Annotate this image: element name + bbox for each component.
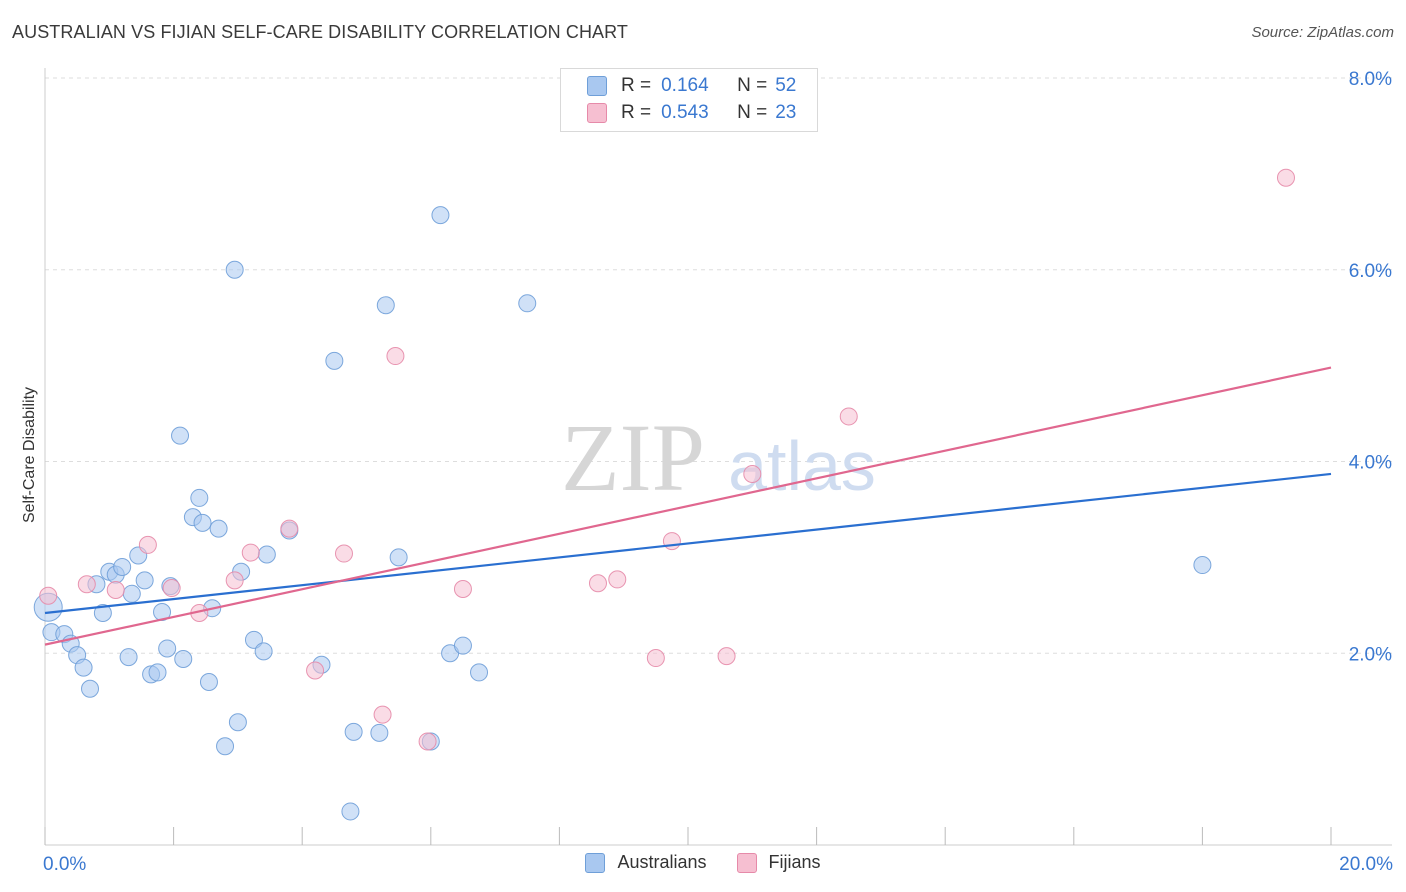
australians-point — [376, 296, 395, 315]
australians-point — [431, 206, 450, 225]
australians-point — [1193, 556, 1212, 575]
fijians-point — [453, 580, 472, 599]
australians-point — [199, 673, 218, 692]
fijians-point — [386, 347, 405, 366]
australians-n-value: 52 — [775, 75, 797, 96]
x-tick-label: 0.0% — [43, 854, 86, 875]
australians-point — [257, 545, 276, 564]
fijians-point — [39, 586, 58, 605]
australians-point — [244, 630, 263, 649]
legend-row-australians: R = 0.164 N = 52 — [587, 73, 796, 99]
australians-point — [119, 648, 138, 667]
australians-point — [148, 663, 167, 682]
australians-point — [389, 548, 408, 567]
fijians-point — [306, 661, 325, 680]
fijians-point — [839, 407, 858, 426]
y-tick-label: 2.0% — [1349, 644, 1392, 665]
source-label: Source: ZipAtlas.com — [1251, 24, 1394, 41]
australians-point — [81, 679, 100, 698]
fijians-point — [717, 647, 736, 666]
r-label: R = — [621, 102, 652, 123]
x-tick-label: 20.0% — [1339, 854, 1393, 875]
fijians-point — [77, 575, 96, 594]
legend-item-fijians[interactable]: Fijians — [736, 852, 821, 873]
australians-point — [193, 513, 212, 532]
australians-point — [228, 713, 247, 732]
australians-legend-swatch — [585, 852, 606, 873]
fijians-point — [588, 574, 607, 593]
australians-point — [158, 639, 177, 658]
australians-point — [209, 519, 228, 538]
australians-point — [518, 294, 537, 313]
australians-point — [171, 426, 190, 445]
fijians-point — [743, 464, 762, 483]
y-tick-label: 6.0% — [1349, 261, 1392, 282]
fijians-point — [241, 543, 260, 562]
fijians-point — [646, 649, 665, 668]
fijians-point — [138, 535, 157, 554]
fijians-point — [373, 705, 392, 724]
australians-point — [225, 260, 244, 279]
fijians-point — [608, 570, 627, 589]
australians-point — [344, 722, 363, 741]
watermark-zip: ZIP — [561, 404, 705, 511]
australians-point — [216, 737, 235, 756]
stats-legend: R = 0.164 N = 52 R = 0.543 N = 23 — [560, 68, 818, 132]
fijians-swatch — [587, 103, 607, 123]
legend-row-fijians: R = 0.543 N = 23 — [587, 100, 796, 126]
fijians-point — [162, 579, 181, 598]
australians-point — [113, 557, 132, 576]
australians-point — [174, 650, 193, 669]
fijians-r-value: 0.543 — [661, 102, 709, 123]
fijians-point — [662, 532, 681, 551]
australians-point — [453, 636, 472, 655]
fijians-legend-swatch — [736, 852, 757, 873]
australians-point — [325, 351, 344, 370]
fijians-point — [1276, 168, 1295, 187]
chart-title: AUSTRALIAN VS FIJIAN SELF-CARE DISABILIT… — [12, 22, 629, 42]
australians-point — [254, 642, 273, 661]
australians-legend-label: Australians — [617, 852, 707, 872]
y-axis-label: Self-Care Disability — [21, 386, 38, 524]
y-tick-label: 8.0% — [1349, 69, 1392, 90]
australians-point — [74, 658, 93, 677]
series-legend: Australians Fijians — [0, 852, 1406, 873]
fijians-n-value: 23 — [775, 102, 797, 123]
australians-point — [341, 802, 360, 821]
australians-point — [470, 663, 489, 682]
r-label: R = — [621, 75, 652, 96]
fijians-point — [334, 544, 353, 563]
australians-r-value: 0.164 — [661, 75, 709, 96]
n-label: N = — [737, 75, 768, 96]
australians-point — [122, 584, 141, 603]
legend-item-australians[interactable]: Australians — [585, 852, 707, 873]
fijians-point — [106, 580, 125, 599]
australians-point — [135, 571, 154, 590]
fijians-trend-line — [44, 366, 1332, 646]
n-label: N = — [737, 102, 768, 123]
australians-point — [370, 723, 389, 742]
fijians-legend-label: Fijians — [768, 852, 821, 872]
australians-point — [93, 603, 112, 622]
fijians-point — [418, 732, 437, 751]
fijians-point — [280, 519, 299, 538]
australians-swatch — [587, 76, 607, 96]
y-tick-label: 4.0% — [1349, 453, 1392, 474]
fijians-point — [225, 571, 244, 590]
australians-trend-line — [44, 472, 1332, 615]
australians-point — [190, 488, 209, 507]
